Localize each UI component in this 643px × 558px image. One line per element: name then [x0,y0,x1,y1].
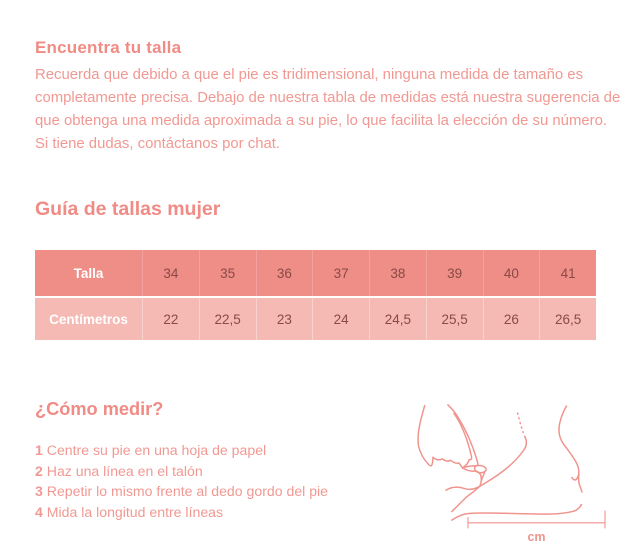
svg-text:cm: cm [527,530,545,544]
